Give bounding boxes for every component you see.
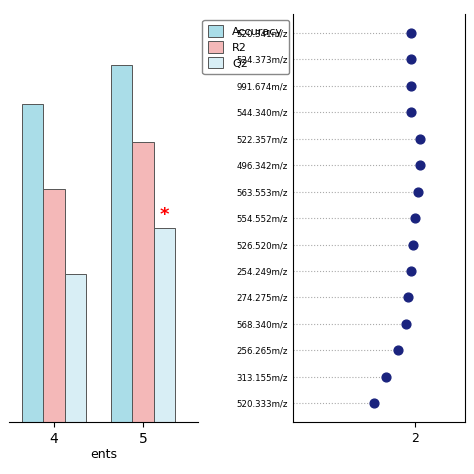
Bar	[65, 274, 86, 422]
Bar	[43, 189, 65, 422]
Bar	[22, 103, 43, 422]
Point	[370, 400, 378, 407]
X-axis label: ents: ents	[91, 448, 118, 461]
Point	[407, 82, 414, 90]
Point	[417, 135, 424, 142]
Point	[404, 294, 412, 301]
Point	[407, 267, 414, 275]
Point	[407, 29, 414, 36]
Point	[394, 346, 402, 354]
Point	[402, 320, 410, 328]
Bar	[111, 64, 132, 422]
Point	[414, 188, 422, 195]
Point	[382, 373, 390, 381]
Bar	[154, 228, 175, 422]
Bar	[132, 142, 154, 422]
Text: *: *	[160, 206, 169, 224]
Point	[407, 55, 414, 63]
Point	[407, 109, 414, 116]
Legend: Accuracy, R2, Q2: Accuracy, R2, Q2	[202, 20, 289, 74]
Point	[411, 214, 419, 222]
Point	[417, 161, 424, 169]
Point	[409, 241, 417, 248]
